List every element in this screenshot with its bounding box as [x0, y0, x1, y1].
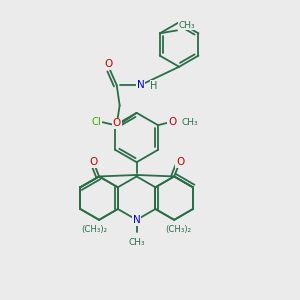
Text: N: N: [133, 215, 140, 225]
Text: O: O: [176, 157, 184, 167]
Text: (CH₃)₂: (CH₃)₂: [166, 225, 192, 234]
Text: N: N: [136, 80, 144, 90]
Text: H: H: [150, 80, 158, 91]
Text: (CH₃)₂: (CH₃)₂: [82, 225, 108, 234]
Text: CH₃: CH₃: [178, 21, 195, 30]
Text: O: O: [112, 118, 121, 128]
Text: O: O: [105, 59, 113, 69]
Text: O: O: [89, 157, 97, 167]
Text: CH₃: CH₃: [181, 118, 198, 127]
Text: Cl: Cl: [92, 117, 101, 127]
Text: CH₃: CH₃: [128, 238, 145, 247]
Text: O: O: [168, 117, 176, 127]
